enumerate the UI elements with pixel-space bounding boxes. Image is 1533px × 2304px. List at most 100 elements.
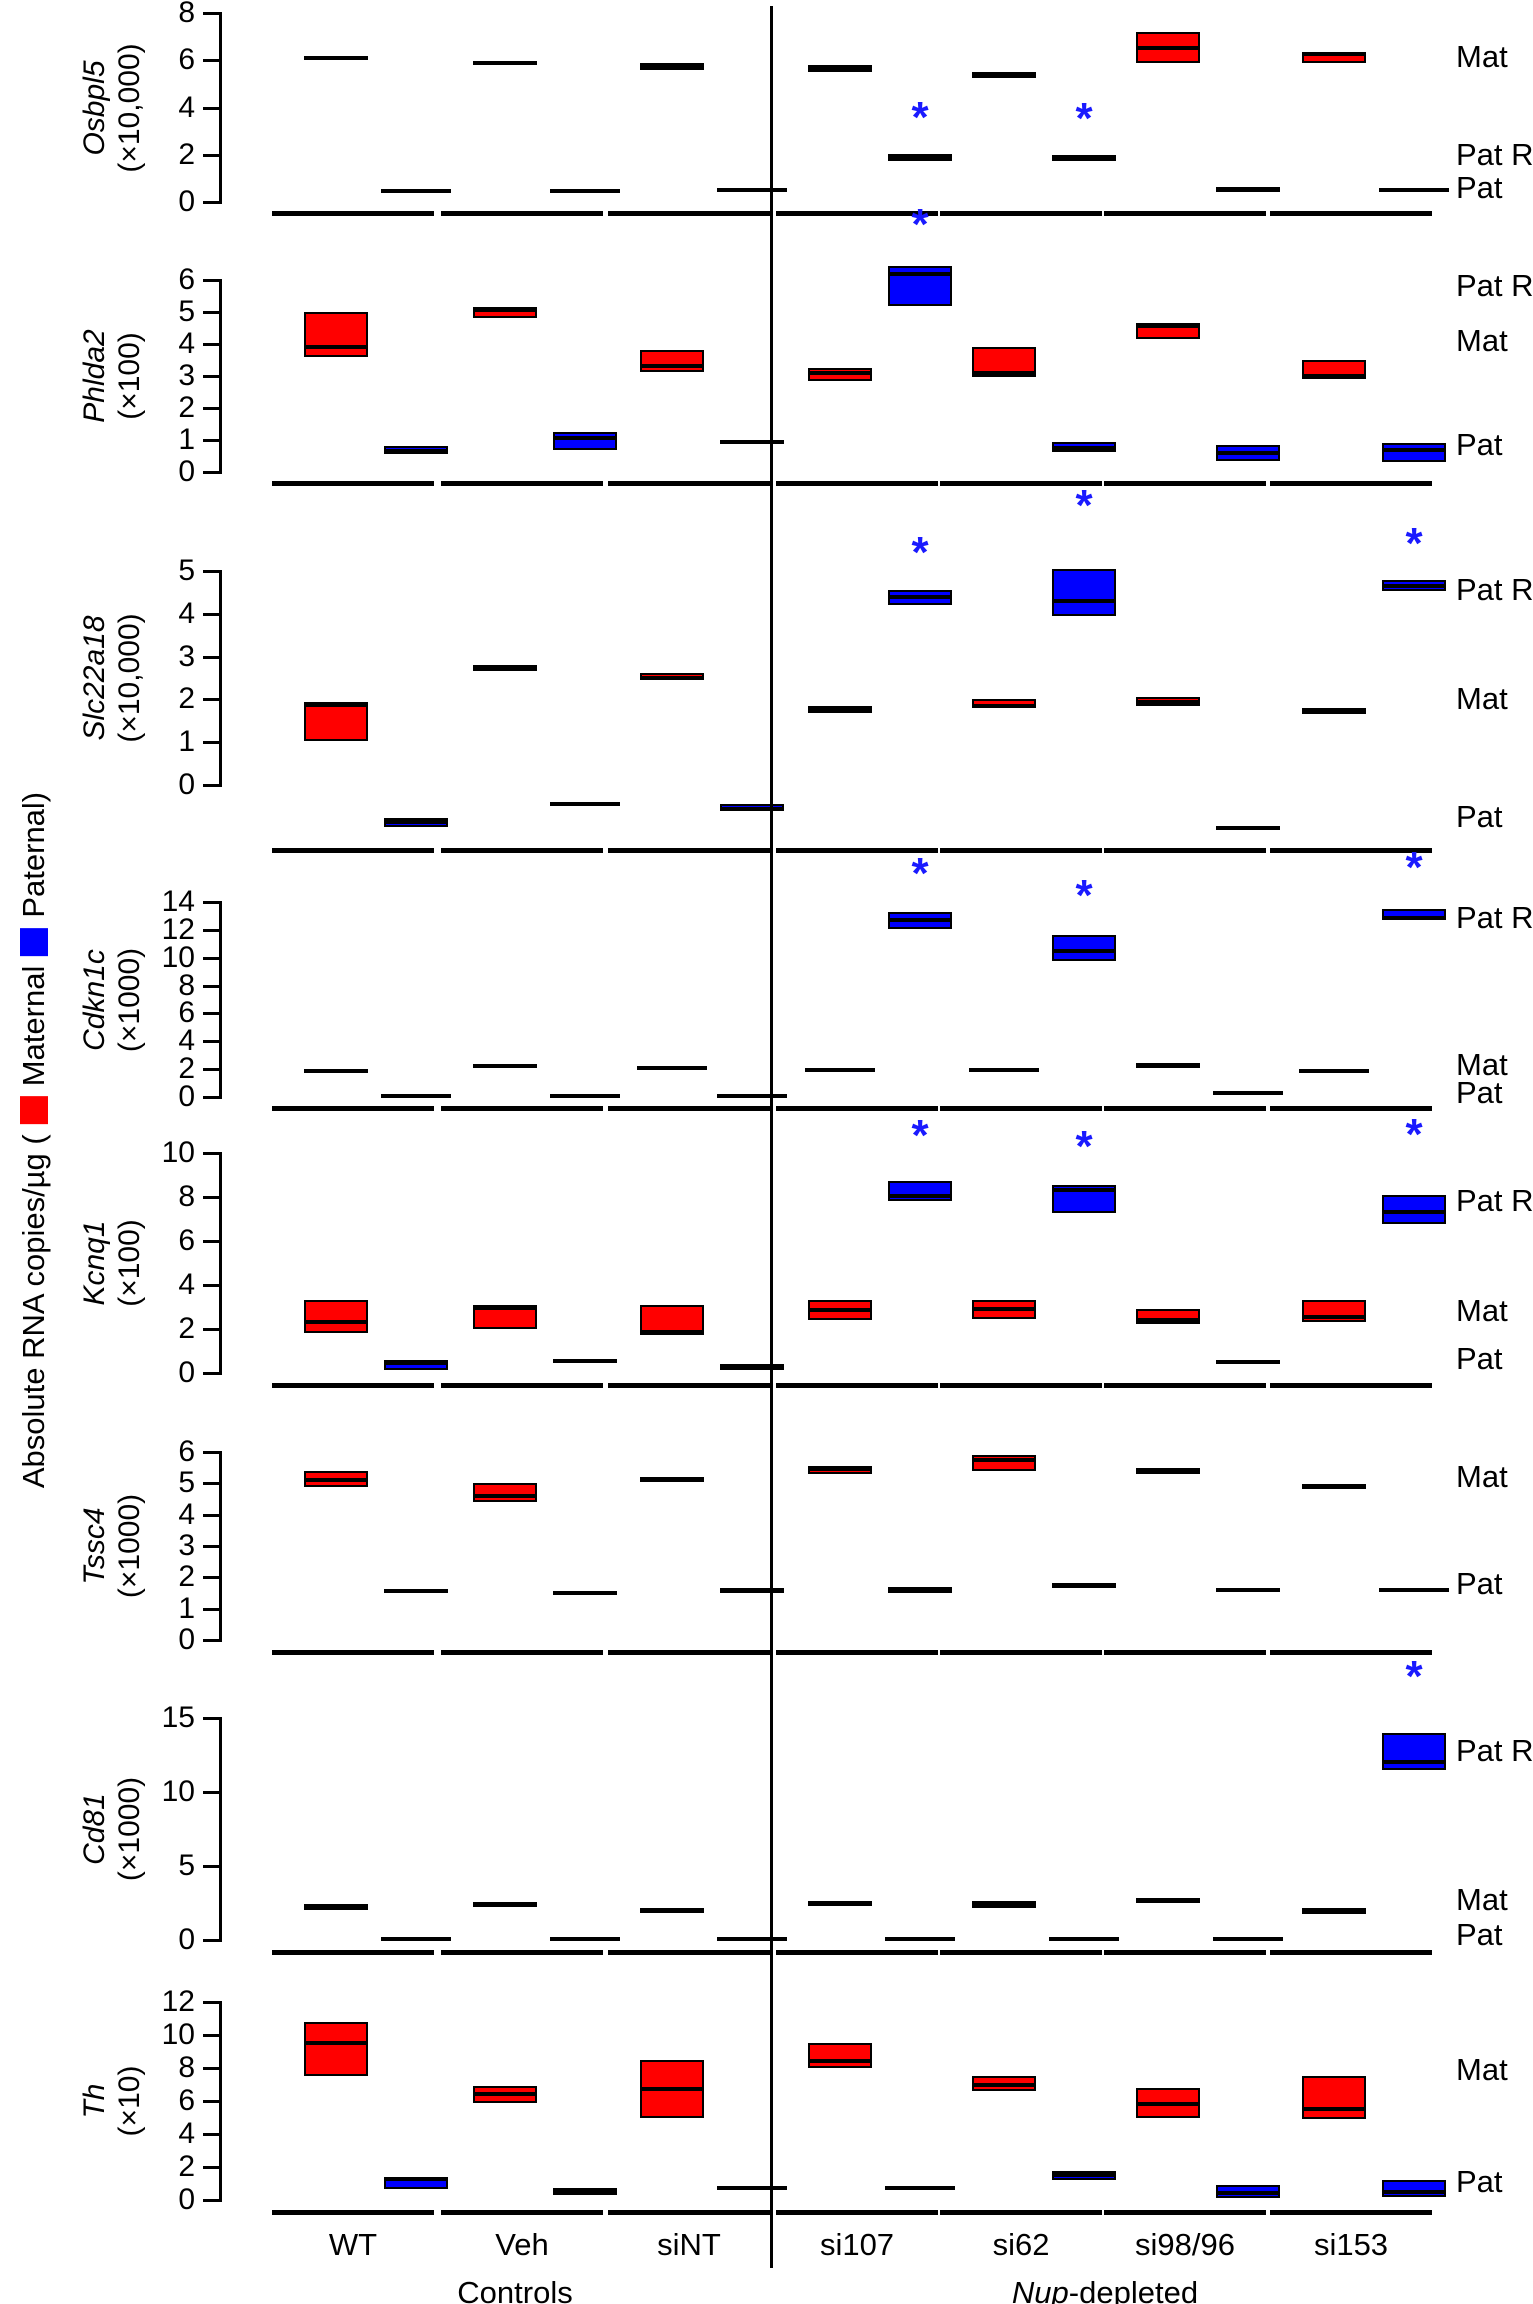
baseline-cdkn1c-5 xyxy=(940,1106,1102,1111)
y-tick-kcnq1 xyxy=(203,1284,219,1287)
y-tick-slc22a18 xyxy=(203,656,219,659)
median-cd81-wt-maternal xyxy=(304,1905,368,1909)
y-tick-slc22a18 xyxy=(203,613,219,616)
flat-line-cdkn1c-si9896-paternal xyxy=(1213,1091,1283,1095)
median-th-veh-paternal xyxy=(553,2189,617,2193)
significance-asterisk-slc22a18-si153-paternal: * xyxy=(1405,519,1423,568)
y-axis-th xyxy=(219,2001,222,2202)
y-axis-osbpl5 xyxy=(219,12,222,204)
baseline-slc22a18-7 xyxy=(1270,848,1432,853)
gene-name-cdkn1c: Cdkn1c xyxy=(78,949,111,1051)
y-tick-slc22a18 xyxy=(203,698,219,701)
condition-label-si107: si107 xyxy=(819,2227,895,2262)
baseline-th-6 xyxy=(1104,2210,1266,2215)
median-phlda2-si107-paternal xyxy=(888,272,952,276)
median-cdkn1c-si62-paternal xyxy=(1052,949,1116,953)
baseline-phlda2-1 xyxy=(272,481,434,486)
median-osbpl5-si107-paternal xyxy=(888,155,952,159)
median-phlda2-veh-maternal xyxy=(473,308,537,312)
significance-asterisk-kcnq1-si62-paternal: * xyxy=(1075,1122,1093,1171)
median-tssc4-si107-maternal xyxy=(808,1467,872,1471)
gene-axis-label-cdkn1c: Cdkn1c (×1000) xyxy=(77,948,147,1052)
median-slc22a18-si62-maternal xyxy=(972,704,1036,708)
baseline-kcnq1-7 xyxy=(1270,1383,1432,1388)
baseline-phlda2-4 xyxy=(776,481,938,486)
baseline-osbpl5-5 xyxy=(940,211,1102,216)
section-label-text: Controls xyxy=(457,2275,573,2304)
gene-scale-th: (×10) xyxy=(113,2065,146,2137)
median-slc22a18-sint-paternal xyxy=(720,807,784,811)
median-phlda2-si62-paternal xyxy=(1052,446,1116,450)
y-tick-label-tssc4: 0 xyxy=(178,1623,195,1656)
median-phlda2-si153-maternal xyxy=(1302,374,1366,378)
mat-box-slc22a18-wt-maternal xyxy=(304,702,368,741)
median-kcnq1-sint-paternal xyxy=(720,1364,784,1368)
median-osbpl5-si62-maternal xyxy=(972,72,1036,76)
pat-box-kcnq1-si107-paternal xyxy=(888,1181,952,1201)
y-tick-label-tssc4: 1 xyxy=(178,1592,195,1625)
y-tick-osbpl5 xyxy=(203,154,219,157)
flat-line-cd81-wt-paternal xyxy=(381,1937,451,1941)
gene-axis-label-slc22a18: Slc22a18 (×10,000) xyxy=(77,613,147,742)
y-tick-label-th: 12 xyxy=(161,1985,195,2018)
baseline-phlda2-6 xyxy=(1104,481,1266,486)
section-label-text: -depleted xyxy=(1068,2275,1199,2304)
median-tssc4-si9896-maternal xyxy=(1136,1469,1200,1473)
baseline-osbpl5-7 xyxy=(1270,211,1432,216)
allele-label-kcnq1-pat-r: Pat R xyxy=(1456,1183,1533,1218)
baseline-cdkn1c-6 xyxy=(1104,1106,1266,1111)
baseline-th-1 xyxy=(272,2210,434,2215)
y-tick-cdkn1c xyxy=(203,929,219,932)
y-tick-th xyxy=(203,2133,219,2136)
y-tick-label-phlda2: 1 xyxy=(178,423,195,456)
baseline-slc22a18-5 xyxy=(940,848,1102,853)
gene-scale-osbpl5: (×10,000) xyxy=(113,43,146,173)
median-th-si62-maternal xyxy=(972,2083,1036,2087)
median-slc22a18-wt-maternal xyxy=(304,703,368,707)
flat-line-cd81-sint-paternal xyxy=(717,1937,787,1941)
y-tick-label-kcnq1: 2 xyxy=(178,1312,195,1345)
median-tssc4-wt-paternal xyxy=(384,1589,448,1593)
median-osbpl5-sint-maternal xyxy=(640,64,704,68)
y-tick-label-cdkn1c: 8 xyxy=(178,969,195,1002)
median-th-wt-maternal xyxy=(304,2041,368,2045)
baseline-kcnq1-1 xyxy=(272,1383,434,1388)
allele-label-cd81-pat: Pat xyxy=(1456,1917,1503,1952)
y-tick-label-cdkn1c: 4 xyxy=(178,1024,195,1057)
allele-label-cd81-mat: Mat xyxy=(1456,1882,1508,1917)
median-kcnq1-si153-paternal xyxy=(1382,1210,1446,1214)
allele-label-slc22a18-pat-r: Pat R xyxy=(1456,572,1533,607)
gene-axis-label-kcnq1: Kcnq1 (×100) xyxy=(77,1219,147,1307)
flat-line-th-sint-paternal xyxy=(717,2186,787,2190)
y-tick-label-kcnq1: 10 xyxy=(161,1136,195,1169)
allele-label-phlda2-pat: Pat xyxy=(1456,427,1503,462)
y-tick-phlda2 xyxy=(203,407,219,410)
median-tssc4-veh-maternal xyxy=(473,1494,537,1498)
y-tick-label-slc22a18: 3 xyxy=(178,640,195,673)
gene-axis-label-cd81: Cd81 (×1000) xyxy=(77,1777,147,1881)
allele-label-osbpl5-mat: Mat xyxy=(1456,39,1508,74)
median-phlda2-si153-paternal xyxy=(1382,448,1446,452)
mat-box-phlda2-sint-maternal xyxy=(640,350,704,372)
median-kcnq1-wt-paternal xyxy=(384,1361,448,1365)
y-tick-label-kcnq1: 6 xyxy=(178,1224,195,1257)
baseline-cdkn1c-4 xyxy=(776,1106,938,1111)
gene-scale-cd81: (×1000) xyxy=(113,1776,146,1882)
baseline-cd81-5 xyxy=(940,1950,1102,1955)
median-slc22a18-veh-maternal xyxy=(473,667,537,671)
median-osbpl5-si9896-maternal xyxy=(1136,46,1200,50)
y-axis-title-close-paren: ) xyxy=(16,791,51,803)
y-tick-label-phlda2: 4 xyxy=(178,327,195,360)
y-tick-label-phlda2: 0 xyxy=(178,455,195,488)
allele-label-th-pat: Pat xyxy=(1456,2164,1503,2199)
y-tick-osbpl5 xyxy=(203,59,219,62)
median-kcnq1-si62-maternal xyxy=(972,1307,1036,1311)
median-th-si153-paternal xyxy=(1382,2190,1446,2194)
median-slc22a18-si62-paternal xyxy=(1052,599,1116,603)
flat-line-cdkn1c-si62-maternal xyxy=(969,1068,1039,1072)
median-cdkn1c-si153-paternal xyxy=(1382,916,1446,920)
y-tick-osbpl5 xyxy=(203,12,219,15)
y-tick-slc22a18 xyxy=(203,784,219,787)
y-tick-cdkn1c xyxy=(203,1096,219,1099)
